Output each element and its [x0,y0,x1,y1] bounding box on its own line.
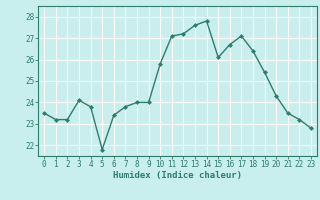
X-axis label: Humidex (Indice chaleur): Humidex (Indice chaleur) [113,171,242,180]
